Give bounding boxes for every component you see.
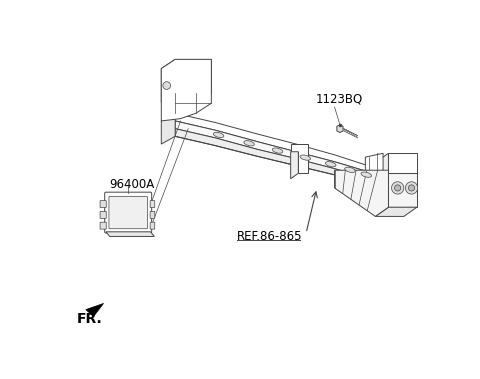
Text: 1123BQ: 1123BQ	[315, 93, 362, 106]
Polygon shape	[337, 125, 343, 133]
Polygon shape	[291, 144, 308, 173]
FancyBboxPatch shape	[150, 200, 155, 208]
Polygon shape	[161, 93, 211, 102]
Polygon shape	[180, 65, 206, 88]
Ellipse shape	[325, 161, 336, 167]
FancyBboxPatch shape	[150, 211, 155, 218]
Polygon shape	[184, 69, 202, 84]
Ellipse shape	[272, 148, 283, 153]
Polygon shape	[388, 153, 417, 172]
Text: FR.: FR.	[77, 312, 102, 326]
Polygon shape	[175, 113, 388, 176]
Polygon shape	[375, 207, 417, 216]
Text: REF.86-865: REF.86-865	[237, 230, 302, 243]
Polygon shape	[375, 153, 388, 216]
FancyBboxPatch shape	[150, 222, 155, 229]
FancyBboxPatch shape	[100, 222, 106, 229]
Ellipse shape	[361, 172, 372, 177]
Ellipse shape	[345, 167, 355, 172]
Circle shape	[408, 185, 415, 191]
Polygon shape	[291, 152, 299, 179]
Polygon shape	[106, 232, 155, 236]
Circle shape	[392, 182, 404, 194]
Text: 96400A: 96400A	[109, 178, 154, 191]
Circle shape	[406, 182, 418, 194]
FancyBboxPatch shape	[109, 196, 147, 229]
Polygon shape	[175, 128, 388, 190]
Circle shape	[395, 185, 401, 191]
FancyBboxPatch shape	[105, 192, 152, 233]
Polygon shape	[365, 153, 383, 182]
Ellipse shape	[213, 132, 224, 138]
Polygon shape	[161, 113, 175, 144]
FancyBboxPatch shape	[100, 211, 106, 218]
Polygon shape	[175, 121, 388, 183]
Polygon shape	[335, 170, 388, 216]
Circle shape	[163, 81, 170, 89]
Polygon shape	[175, 60, 211, 93]
FancyBboxPatch shape	[100, 200, 106, 208]
Polygon shape	[161, 60, 211, 121]
Polygon shape	[388, 172, 417, 207]
Polygon shape	[86, 304, 104, 316]
Ellipse shape	[244, 141, 254, 146]
Ellipse shape	[300, 155, 311, 160]
Polygon shape	[161, 60, 175, 102]
